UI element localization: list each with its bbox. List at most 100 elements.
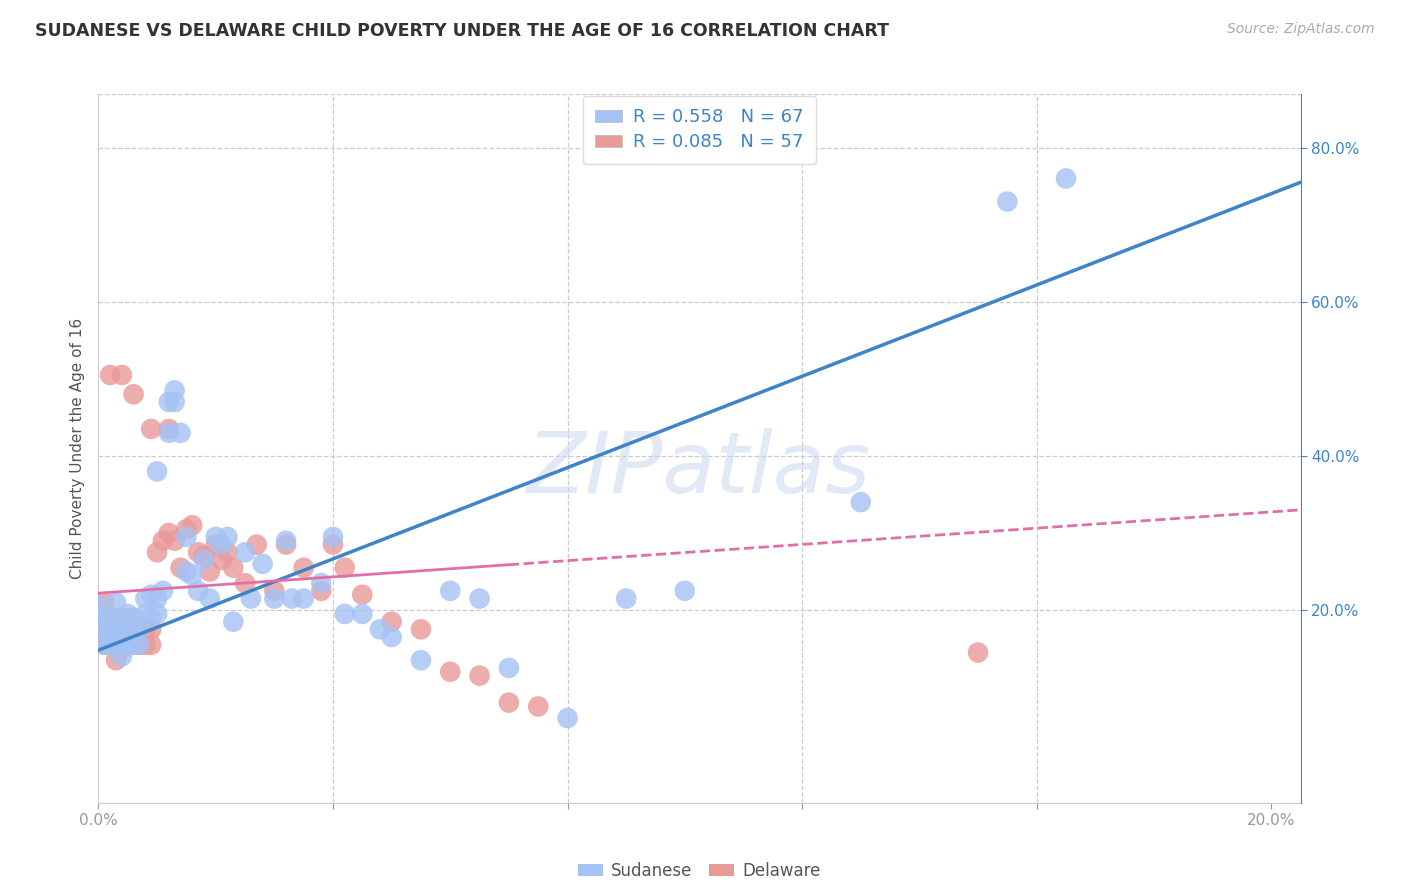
Point (217, 545, 239, 559)
Text: ZIPatlas: ZIPatlas (527, 428, 872, 511)
Point (128, 623, 150, 637)
Point (187, 545, 209, 559)
Point (122, 623, 145, 637)
Point (122, 623, 145, 637)
Point (134, 623, 156, 637)
Point (128, 623, 150, 637)
Point (181, 518, 204, 533)
Point (87, 623, 110, 637)
Point (152, 533, 174, 548)
Point (198, 591, 221, 606)
Point (152, 583, 174, 598)
Point (498, 696, 520, 710)
Point (381, 630, 404, 644)
Point (995, 194, 1018, 209)
Point (193, 553, 215, 567)
Point (122, 638, 145, 652)
Point (198, 565, 221, 579)
Point (849, 495, 872, 509)
Point (122, 611, 145, 625)
Point (252, 557, 274, 571)
Point (105, 634, 128, 648)
Point (93, 595, 115, 609)
Point (98, 611, 121, 625)
Point (181, 568, 204, 582)
Point (239, 591, 262, 606)
Point (105, 611, 128, 625)
Point (439, 665, 461, 679)
Point (381, 615, 404, 629)
Point (157, 425, 180, 440)
Point (134, 607, 156, 621)
Point (146, 545, 169, 559)
Point (557, 711, 579, 725)
Point (93, 638, 115, 652)
Point (163, 533, 186, 548)
Point (204, 538, 226, 552)
Point (169, 560, 191, 574)
Point (527, 699, 550, 714)
Point (169, 425, 191, 440)
Point (498, 661, 520, 675)
Point (163, 395, 186, 409)
Point (157, 526, 180, 541)
Point (309, 576, 332, 591)
Point (93, 623, 115, 637)
Point (233, 576, 256, 591)
Point (322, 530, 344, 544)
Point (141, 638, 163, 652)
Point (193, 549, 215, 563)
Point (211, 538, 233, 552)
Point (122, 638, 145, 652)
Point (217, 530, 239, 544)
Point (157, 395, 180, 409)
Point (333, 560, 356, 574)
Point (105, 595, 128, 609)
Point (128, 638, 150, 652)
Point (163, 384, 186, 398)
Point (352, 607, 374, 621)
Point (117, 623, 139, 637)
Point (141, 588, 163, 602)
Point (105, 653, 128, 667)
Point (146, 607, 169, 621)
Point (322, 538, 344, 552)
Point (141, 611, 163, 625)
Point (352, 588, 374, 602)
Point (117, 611, 139, 625)
Point (204, 530, 226, 544)
Point (274, 533, 297, 548)
Point (117, 630, 139, 644)
Point (111, 626, 134, 640)
Point (673, 583, 696, 598)
Point (87, 599, 110, 614)
Point (141, 623, 163, 637)
Point (409, 653, 432, 667)
Point (134, 638, 156, 652)
Text: SUDANESE VS DELAWARE CHILD POVERTY UNDER THE AGE OF 16 CORRELATION CHART: SUDANESE VS DELAWARE CHILD POVERTY UNDER… (35, 22, 889, 40)
Point (292, 560, 315, 574)
Point (98, 368, 121, 382)
Point (111, 641, 134, 656)
Point (117, 607, 139, 621)
Point (176, 530, 198, 544)
Point (246, 538, 269, 552)
Point (368, 623, 391, 637)
Point (98, 626, 121, 640)
Point (1054, 171, 1077, 186)
Point (111, 626, 134, 640)
Point (111, 368, 134, 382)
Point (292, 591, 315, 606)
Point (281, 591, 304, 606)
Point (134, 591, 156, 606)
Point (967, 645, 990, 659)
Point (128, 638, 150, 652)
Point (222, 615, 245, 629)
Text: Source: ZipAtlas.com: Source: ZipAtlas.com (1227, 22, 1375, 37)
Point (105, 623, 128, 637)
Point (211, 553, 233, 567)
Point (222, 560, 245, 574)
Point (146, 464, 169, 478)
Point (468, 591, 491, 606)
Point (439, 583, 461, 598)
